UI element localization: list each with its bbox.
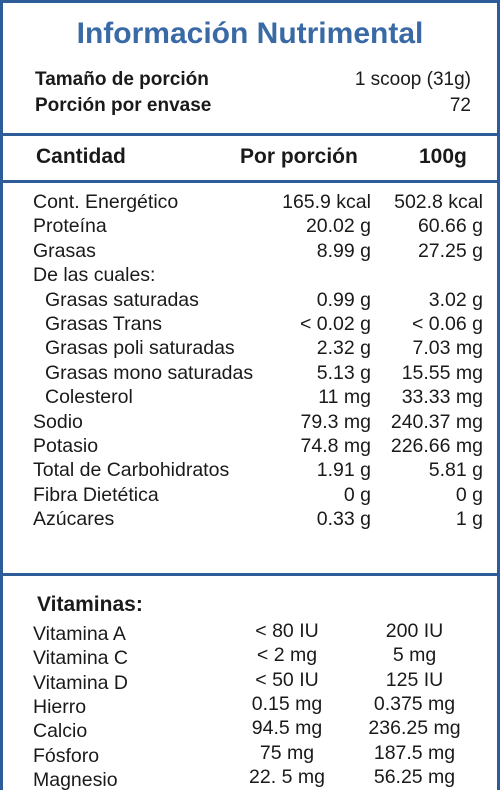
vitamin-row: Hierro 0.15 mg 0.375 mg: [3, 692, 497, 718]
nutrient-name: Proteína: [33, 215, 107, 238]
nutrient-name: Cont. Energético: [33, 191, 179, 213]
nutrient-name: Potasio: [33, 435, 99, 457]
vitamin-row: Fósforo 75 mg 187.5 mg: [3, 741, 497, 767]
vitamin-per-serving: < 80 IU: [255, 620, 319, 642]
nutrient-per-serving: 11 mg: [318, 386, 371, 409]
nutrient-row: Azúcares 0.33 g 1 g: [3, 507, 497, 531]
nutrient-row: Fibra Dietética 0 g 0 g: [3, 483, 497, 507]
nutrient-row: Colesterol 11 mg 33.33 mg: [3, 385, 497, 409]
vitamin-name: Calcio: [33, 720, 88, 743]
nutrient-per-100g: 226.66 mg: [390, 435, 483, 457]
vitamin-name: Vitamina D: [33, 671, 129, 694]
vitamin-row: Vitamina C < 2 mg 5 mg: [3, 644, 497, 670]
vitamin-per-serving: 0.15 mg: [251, 692, 323, 715]
nutrient-per-serving: 0 g: [343, 483, 371, 506]
nutrient-per-100g: 15.55 mg: [401, 361, 483, 384]
nutrient-per-serving: 165.9 kcal: [282, 191, 371, 213]
nutrient-per-100g: 33.33 mg: [401, 386, 483, 409]
vitamin-per-100g: 187.5 mg: [373, 741, 456, 764]
nutrient-per-serving: 8.99 g: [316, 239, 371, 262]
vitamin-per-100g: 5 mg: [392, 644, 437, 667]
nutrient-row: Grasas mono saturadas 5.13 g 15.55 mg: [3, 361, 497, 385]
vitamin-per-100g: 125 IU: [385, 668, 444, 691]
nutrient-name: Grasas mono saturadas: [45, 361, 254, 384]
nutrient-row: De las cuales:: [3, 263, 497, 287]
nutrient-name: Fibra Dietética: [33, 483, 159, 506]
nutrient-name: Azúcares: [33, 508, 115, 531]
vitamin-per-serving: 22. 5 mg: [249, 765, 325, 788]
vitamin-row: Vitamina A < 80 IU 200 IU: [3, 620, 497, 645]
nutrient-name: Grasas saturadas: [45, 288, 199, 311]
nutrient-per-serving: 74.8 mg: [300, 435, 371, 457]
nutrient-name: Colesterol: [45, 386, 133, 409]
nutrient-row: Grasas Trans < 0.02 g < 0.06 g: [3, 312, 497, 336]
serving-size-label: Tamaño de porción: [35, 69, 209, 90]
nutrient-per-serving: 79.3 mg: [300, 410, 371, 433]
nutrient-name: Total de Carbohidratos: [33, 459, 230, 482]
vitamin-name: Magnesio: [33, 768, 118, 791]
nutrient-per-100g: < 0.06 g: [411, 313, 483, 335]
nutrient-name: Sodio: [33, 410, 83, 433]
vitamin-per-100g: 0.375 mg: [373, 692, 456, 715]
nutrient-per-100g: 27.25 g: [417, 239, 483, 262]
vitamin-name: Vitamina A: [33, 623, 126, 645]
nutrient-row: Total de Carbohidratos 1.91 g 5.81 g: [3, 458, 497, 482]
vitamin-per-100g: 200 IU: [385, 620, 444, 642]
divider: [3, 180, 497, 183]
nutrient-name: Grasas: [33, 239, 96, 262]
nutrient-row: Grasas 8.99 g 27.25 g: [3, 239, 497, 263]
nutrient-name: Grasas poli saturadas: [45, 337, 235, 360]
vitamins-title: Vitaminas:: [37, 593, 143, 616]
nutrient-per-serving: 5.13 g: [316, 361, 371, 384]
vitamin-row: Vitamina D < 50 IU 125 IU: [3, 668, 497, 694]
nutrient-per-serving: 1.91 g: [316, 459, 371, 482]
nutrient-per-serving: 20.02 g: [305, 215, 371, 238]
divider: [3, 133, 497, 136]
vitamin-per-serving: < 2 mg: [256, 644, 318, 667]
nutrient-per-serving: 0.99 g: [316, 288, 371, 311]
vitamin-per-serving: < 50 IU: [255, 668, 319, 691]
servings-per-container-label: Porción por envase: [35, 95, 212, 116]
nutrient-per-100g: 7.03 mg: [412, 337, 483, 360]
vitamin-name: Vitamina C: [33, 647, 129, 670]
nutrient-per-100g: 3.02 g: [428, 288, 483, 311]
vitamin-name: Fósforo: [33, 744, 100, 767]
nutrient-per-100g: 0 g: [455, 483, 483, 506]
nutrient-row: Grasas saturadas 0.99 g 3.02 g: [3, 288, 497, 312]
nutrient-per-100g: 240.37 mg: [390, 410, 483, 433]
nutrient-per-100g: 5.81 g: [428, 459, 483, 482]
nutrient-per-serving: 0.33 g: [316, 508, 371, 531]
nutrient-per-serving: < 0.02 g: [299, 313, 371, 335]
label-title: Información Nutrimental: [76, 17, 424, 50]
nutrient-name: De las cuales:: [33, 264, 156, 287]
nutrient-row: Proteína 20.02 g 60.66 g: [3, 214, 497, 238]
vitamin-name: Hierro: [33, 695, 87, 718]
header-per-100g: 100g: [419, 145, 467, 168]
nutrient-per-100g: 502.8 kcal: [394, 191, 483, 213]
serving-size-value: 1 scoop (31g): [354, 69, 471, 90]
nutrient-per-100g: 60.66 g: [417, 215, 483, 238]
vitamin-per-100g: 56.25 mg: [373, 765, 456, 788]
servings-per-container-row: Porción por envase 72: [35, 95, 471, 117]
vitamin-per-serving: 75 mg: [259, 741, 315, 764]
nutrient-per-serving: 2.32 g: [316, 337, 371, 360]
nutrient-name: Grasas Trans: [45, 313, 163, 335]
nutrient-row: Potasio 74.8 mg 226.66 mg: [3, 434, 497, 458]
divider: [3, 573, 497, 576]
serving-size-row: Tamaño de porción 1 scoop (31g): [35, 69, 471, 91]
nutrient-row: Grasas poli saturadas 2.32 g 7.03 mg: [3, 336, 497, 360]
vitamin-row: Calcio 94.5 mg 236.25 mg: [3, 717, 497, 743]
servings-per-container-value: 72: [449, 95, 471, 116]
nutrient-per-100g: 1 g: [455, 508, 483, 531]
nutrient-row: Cont. Energético 165.9 kcal 502.8 kcal: [3, 190, 497, 214]
header-amount: Cantidad: [36, 145, 126, 168]
vitamin-per-serving: 94.5 mg: [251, 717, 323, 740]
vitamin-per-100g: 236.25 mg: [368, 717, 461, 740]
header-per-serving: Por porción: [240, 145, 358, 168]
nutrient-row: Sodio 79.3 mg 240.37 mg: [3, 410, 497, 434]
vitamin-row: Magnesio 22. 5 mg 56.25 mg: [3, 765, 497, 791]
